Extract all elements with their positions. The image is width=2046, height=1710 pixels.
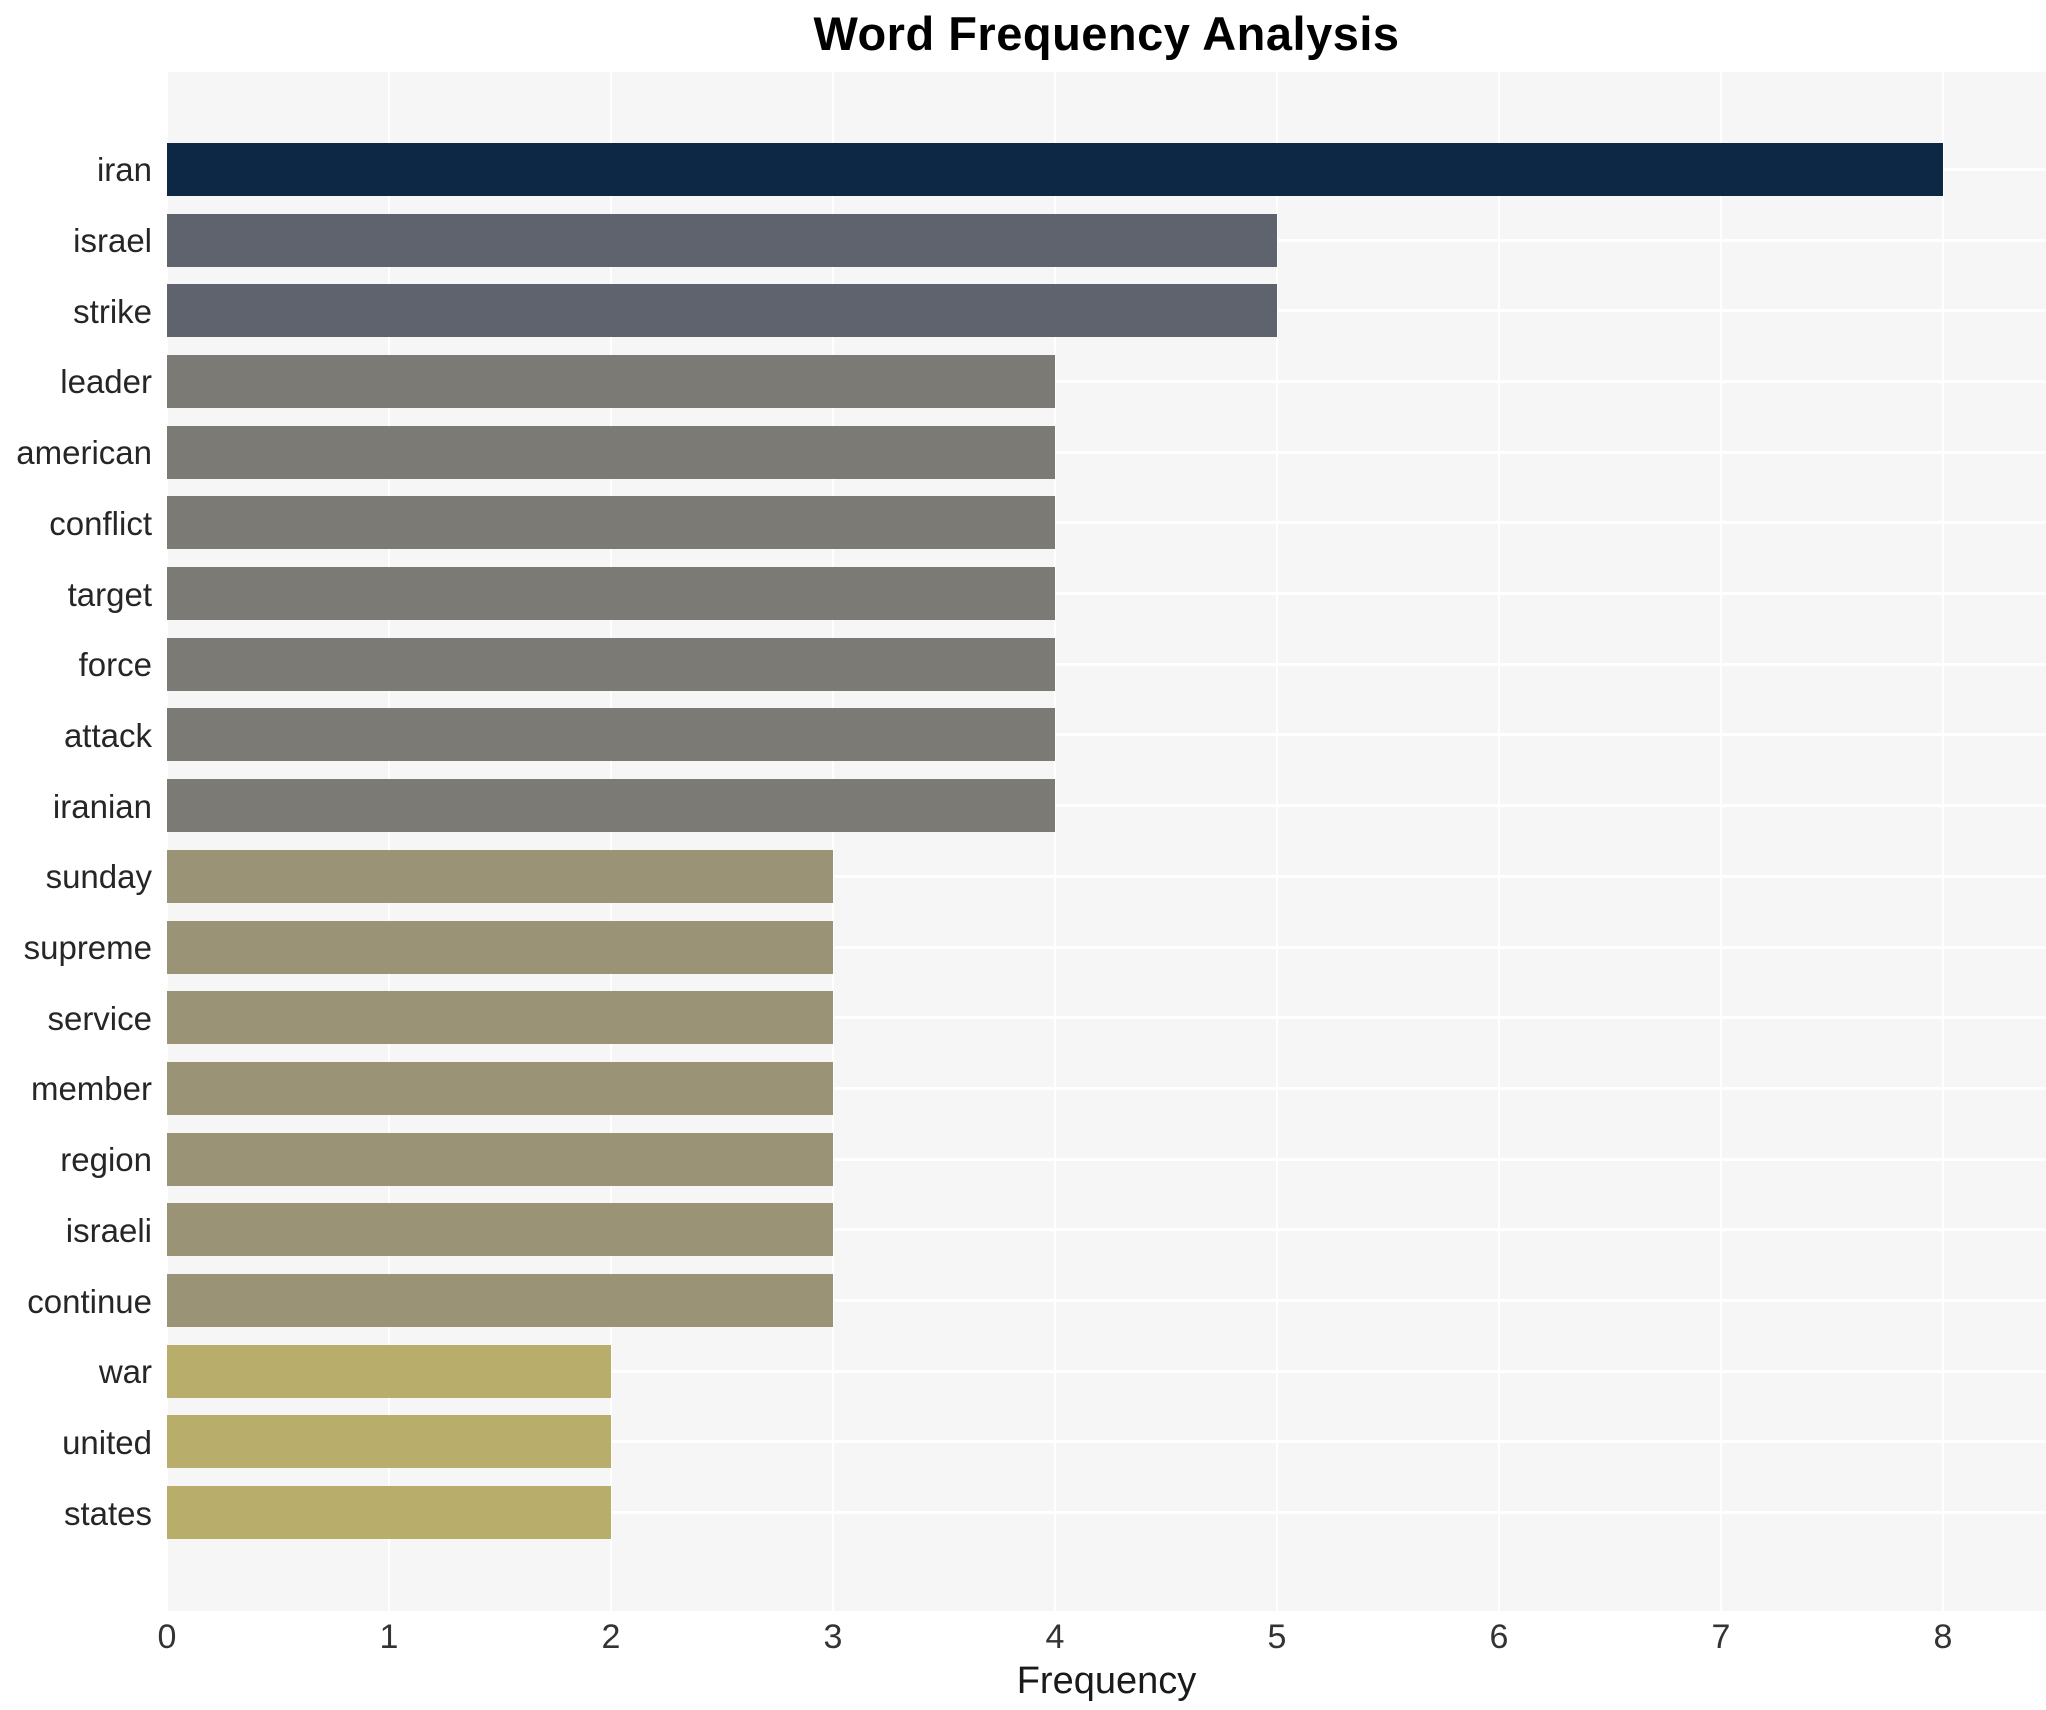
bar-member: [167, 1061, 833, 1115]
hgrid-line-states: [167, 1511, 2046, 1515]
vgrid-line-1: [388, 72, 390, 1611]
y-label-member: member: [30, 1070, 152, 1108]
hgrid-line-israeli: [167, 1228, 2046, 1232]
vgrid-line-3: [832, 72, 834, 1611]
y-label-force: force: [78, 646, 152, 684]
hgrid-line-war: [167, 1369, 2046, 1373]
hgrid-line-american: [167, 450, 2046, 454]
hgrid-line-member: [167, 1086, 2046, 1090]
hgrid-line-service: [167, 1016, 2046, 1020]
y-label-service: service: [47, 999, 152, 1037]
y-label-iranian: iranian: [52, 787, 152, 825]
x-tick-0: 0: [157, 1618, 177, 1656]
y-label-strike: strike: [73, 292, 152, 330]
plot-panel: [166, 72, 2046, 1611]
vgrid-line-5: [1276, 72, 1278, 1611]
bar-israel: [167, 213, 1277, 267]
bar-iranian: [167, 779, 1055, 833]
bar-american: [167, 425, 1055, 479]
vgrid-line-0: [166, 72, 168, 1611]
bar-supreme: [167, 920, 833, 974]
y-label-supreme: supreme: [23, 929, 152, 967]
y-label-american: american: [16, 434, 152, 472]
bar-continue: [167, 1274, 833, 1328]
chart-title: Word Frequency Analysis: [813, 7, 1400, 60]
vgrid-line-6: [1498, 72, 1500, 1611]
bar-united: [167, 1415, 611, 1469]
bar-force: [167, 637, 1055, 691]
y-label-israeli: israeli: [65, 1211, 152, 1249]
hgrid-line-sunday: [167, 874, 2046, 878]
vgrid-line-2: [610, 72, 612, 1611]
bar-sunday: [167, 849, 833, 903]
bar-service: [167, 991, 833, 1045]
x-tick-7: 7: [1711, 1618, 1731, 1656]
hgrid-line-force: [167, 662, 2046, 666]
hgrid-line-iranian: [167, 804, 2046, 808]
y-label-attack: attack: [63, 716, 152, 754]
y-label-war: war: [98, 1353, 152, 1391]
x-tick-5: 5: [1267, 1618, 1287, 1656]
y-label-israel: israel: [73, 222, 152, 260]
hgrid-line-conflict: [167, 521, 2046, 525]
hgrid-line-continue: [167, 1299, 2046, 1303]
x-tick-6: 6: [1489, 1618, 1509, 1656]
bar-attack: [167, 708, 1055, 762]
y-label-leader: leader: [60, 363, 152, 401]
y-label-iran: iran: [96, 151, 152, 189]
y-label-united: united: [62, 1423, 152, 1461]
vgrid-line-4: [1054, 72, 1056, 1611]
x-tick-3: 3: [823, 1618, 843, 1656]
y-label-region: region: [60, 1141, 152, 1179]
y-label-states: states: [63, 1494, 152, 1532]
x-tick-8: 8: [1933, 1618, 1953, 1656]
bar-region: [167, 1132, 833, 1186]
bar-conflict: [167, 496, 1055, 550]
hgrid-line-region: [167, 1157, 2046, 1161]
x-axis-label: Frequency: [1016, 1660, 1197, 1702]
x-tick-2: 2: [601, 1618, 621, 1656]
bar-war: [167, 1344, 611, 1398]
x-tick-4: 4: [1045, 1618, 1065, 1656]
vgrid-line-8: [1942, 72, 1944, 1611]
bar-leader: [167, 354, 1055, 408]
y-label-sunday: sunday: [45, 858, 152, 896]
y-label-target: target: [67, 575, 152, 613]
vgrid-line-7: [1720, 72, 1722, 1611]
y-label-continue: continue: [27, 1282, 152, 1320]
bar-israeli: [167, 1203, 833, 1257]
bar-states: [167, 1486, 611, 1540]
hgrid-line-target: [167, 592, 2046, 596]
hgrid-line-leader: [167, 379, 2046, 383]
bar-iran: [167, 142, 1943, 196]
hgrid-line-attack: [167, 733, 2046, 737]
x-tick-1: 1: [379, 1618, 399, 1656]
y-label-conflict: conflict: [49, 504, 152, 542]
bar-target: [167, 567, 1055, 621]
bar-strike: [167, 284, 1277, 338]
hgrid-line-united: [167, 1440, 2046, 1444]
hgrid-line-supreme: [167, 945, 2046, 949]
